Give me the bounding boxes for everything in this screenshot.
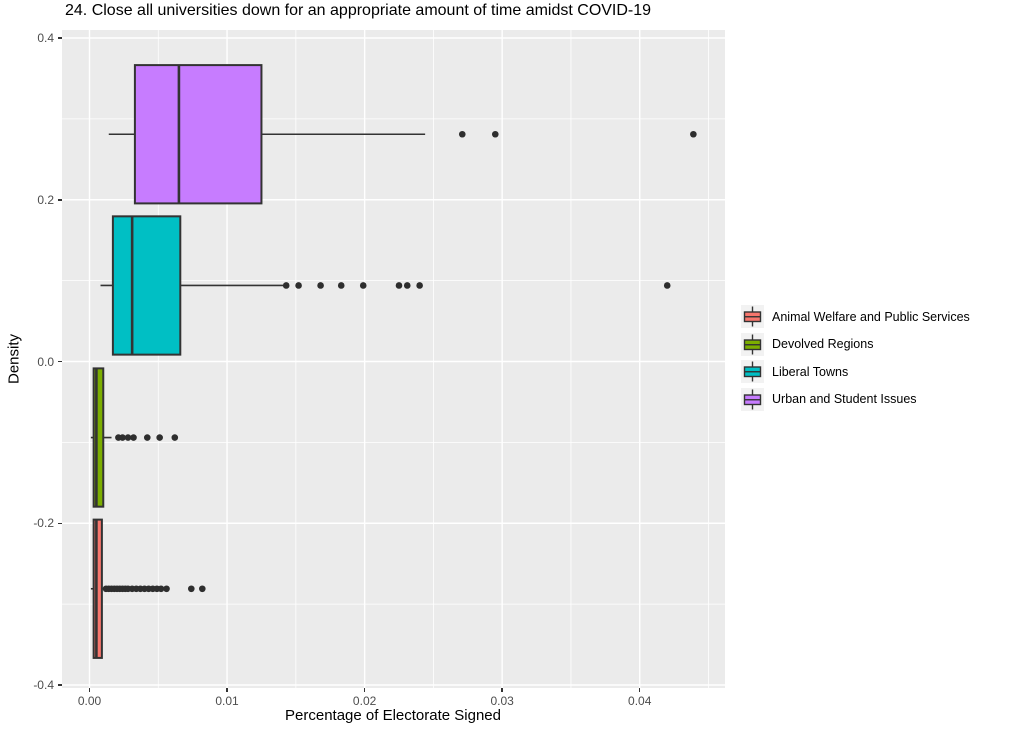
outlier-point	[663, 282, 671, 289]
y-tick-mark	[58, 199, 62, 201]
outlier-point	[171, 434, 179, 441]
box	[92, 518, 103, 659]
legend-boxplot-key-icon	[741, 387, 764, 411]
legend-item-label: Urban and Student Issues	[772, 392, 917, 407]
outlier-point	[295, 282, 302, 289]
x-tick-mark	[88, 688, 91, 692]
legend-item: Urban and Student Issues	[741, 386, 970, 414]
plot-panel	[62, 30, 725, 688]
outlier-point	[690, 130, 697, 138]
y-tick-mark	[58, 684, 62, 686]
x-axis-title: Percentage of Electorate Signed	[285, 707, 501, 724]
x-tick-label: 0.03	[490, 694, 514, 708]
outlier-point	[187, 585, 195, 593]
legend-item: Liberal Towns	[741, 358, 970, 386]
box	[111, 215, 182, 356]
legend-item: Animal Welfare and Public Services	[741, 303, 970, 331]
box	[133, 64, 263, 205]
x-tick-label: 0.00	[77, 694, 102, 708]
legend: Animal Welfare and Public Services Devolv…	[741, 303, 970, 413]
y-tick-label: -0.4	[33, 678, 54, 692]
y-tick-label: -0.2	[33, 516, 54, 531]
y-tick-label: 0.4	[37, 31, 54, 45]
outlier-point	[124, 434, 132, 441]
x-tick-mark	[638, 688, 641, 692]
outlier-point	[317, 282, 324, 289]
outlier-point	[282, 282, 290, 289]
legend-item: Devolved Regions	[741, 331, 970, 359]
x-tick-mark	[363, 688, 366, 692]
x-tick-label: 0.02	[352, 694, 377, 708]
chart-title: 24. Close all universities down for an a…	[65, 2, 652, 19]
x-tick-label: 0.04	[628, 694, 652, 708]
legend-boxplot-key-icon	[741, 332, 764, 356]
outlier-point	[130, 434, 137, 441]
outlier-point	[337, 282, 345, 289]
legend-item-label: Animal Welfare and Public Services	[772, 309, 970, 324]
legend-item-label: Liberal Towns	[772, 364, 849, 379]
y-tick-mark	[58, 37, 62, 39]
outlier-point	[199, 585, 206, 593]
y-tick-mark	[58, 360, 62, 363]
x-tick-mark	[501, 688, 503, 692]
box	[92, 367, 105, 508]
outlier-point	[458, 130, 466, 138]
x-tick-label: 0.01	[215, 694, 239, 708]
legend-boxplot-key-icon	[741, 360, 764, 384]
outlier-point	[491, 130, 499, 138]
legend-item-label: Devolved Regions	[772, 337, 874, 352]
y-tick-mark	[58, 522, 62, 524]
outlier-point	[359, 282, 367, 289]
outlier-point	[157, 585, 165, 593]
outlier-point	[416, 282, 423, 289]
legend-boxplot-key-icon	[741, 305, 764, 329]
outlier-point	[143, 434, 151, 441]
outlier-point	[163, 585, 170, 593]
outlier-point	[403, 282, 411, 289]
y-tick-label: 0.0	[37, 354, 54, 369]
outlier-point	[156, 434, 163, 441]
boxplot-canvas	[62, 30, 725, 688]
outlier-point	[395, 282, 403, 289]
outlier-point	[119, 434, 126, 441]
x-tick-mark	[226, 688, 228, 692]
y-tick-label: 0.2	[37, 192, 54, 207]
